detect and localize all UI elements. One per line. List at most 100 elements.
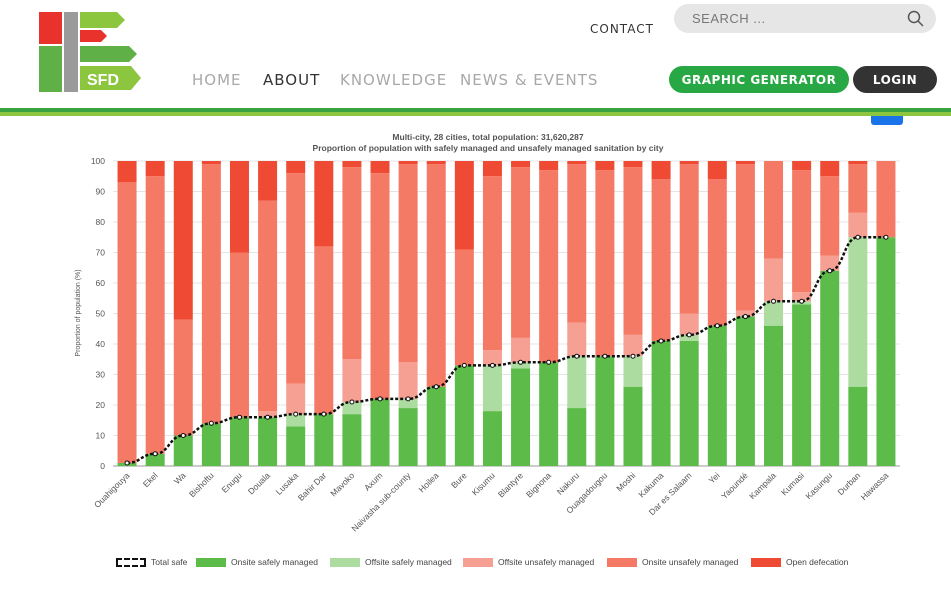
total-safe-point [433, 384, 439, 390]
bar-segment [145, 161, 165, 177]
contact-link[interactable]: CONTACT [590, 22, 654, 36]
bar-segment [735, 161, 755, 165]
bar-segment [342, 359, 362, 402]
x-tick-label: Kisumu [470, 470, 497, 497]
y-tick-label: 100 [91, 156, 105, 166]
bar-segment [117, 161, 137, 183]
bar-segment [595, 170, 615, 357]
login-button[interactable]: LOGIN [853, 66, 937, 93]
bar-segment [286, 161, 306, 174]
bar-segment [679, 334, 699, 341]
bar-segment [229, 417, 249, 466]
bar-segment [764, 301, 784, 326]
total-safe-point [546, 359, 552, 365]
menu-about[interactable]: ABOUT [263, 71, 321, 89]
bar-segment [679, 313, 699, 335]
header-divider [0, 108, 951, 116]
bar-segment [342, 161, 362, 168]
total-safe-point [461, 362, 467, 368]
chart-title: Multi-city, 28 cities, total population:… [392, 132, 584, 142]
bar-segment [539, 170, 559, 363]
sfd-logo[interactable]: SFD [39, 12, 143, 92]
bar-segment [595, 356, 615, 466]
bar-segment [567, 356, 587, 409]
bar-segment [792, 161, 812, 171]
y-tick-label: 0 [100, 461, 105, 471]
bar-segment [258, 200, 278, 412]
y-tick-label: 50 [96, 309, 106, 319]
total-safe-point [377, 396, 383, 402]
menu-home[interactable]: HOME [192, 71, 242, 89]
bar-segment [792, 292, 812, 302]
bar-segment [679, 340, 699, 466]
x-tick-label: Ouahigouya [92, 470, 132, 510]
bar-segment [482, 176, 502, 351]
bar-segment [314, 414, 334, 466]
legend-label-open-defecation: Open defecation [786, 557, 849, 567]
total-safe-point [265, 414, 271, 420]
bar-segment [623, 167, 643, 335]
bar-segment [623, 356, 643, 387]
graphic-generator-button[interactable]: GRAPHIC GENERATOR [669, 66, 849, 93]
x-tick-label: Lusaka [274, 470, 301, 497]
bar-segment [454, 249, 474, 366]
total-safe-point [405, 396, 411, 402]
bar-segment [370, 161, 390, 174]
y-tick-label: 40 [96, 339, 106, 349]
y-tick-label: 10 [96, 431, 106, 441]
x-tick-label: Ekel [141, 470, 160, 489]
total-safe-point [208, 420, 214, 426]
total-safe-point [771, 298, 777, 304]
logo-arrow-green [80, 46, 137, 62]
legend-swatch-onsite-safe [196, 558, 226, 567]
total-safe-point [152, 451, 158, 457]
bar-segment [764, 325, 784, 466]
y-tick-label: 80 [96, 217, 106, 227]
bar-segment [735, 316, 755, 466]
bar-segment [511, 167, 531, 338]
bar-segment [286, 426, 306, 466]
x-tick-label: Hawassa [859, 470, 891, 502]
logo-arrow-bottom [80, 66, 141, 90]
x-tick-label: Yaoundé [719, 470, 750, 501]
x-tick-label: Mavoko [328, 470, 356, 498]
bar-segment [145, 176, 165, 454]
bar-segment [370, 173, 390, 399]
bar-segment [848, 237, 868, 387]
x-tick-label: Nakuru [555, 470, 582, 497]
search-icon[interactable] [907, 10, 924, 27]
search-input[interactable] [692, 9, 892, 28]
legend-swatch-total-safe [116, 558, 146, 567]
y-tick-label: 60 [96, 278, 106, 288]
bar-segment [651, 179, 671, 341]
bar-segment [735, 310, 755, 317]
x-tick-label: Durban [835, 470, 862, 497]
bar-segment [567, 161, 587, 165]
total-safe-point [236, 414, 242, 420]
legend-label-offsite-unsafe: Offsite unsafely managed [498, 557, 595, 567]
bar-segment [679, 161, 699, 165]
bar-segment [454, 365, 474, 466]
legend-label-total-safe: Total safe [151, 557, 188, 567]
bar-segment [398, 161, 418, 165]
total-safe-point [658, 338, 664, 344]
bar-segment [876, 237, 896, 466]
menu-news-events[interactable]: NEWS & EVENTS [460, 71, 599, 89]
bar-segment [567, 164, 587, 323]
bar-segment [426, 164, 446, 387]
blue-tab[interactable] [871, 116, 903, 125]
menu-knowledge[interactable]: KNOWLEDGE [340, 71, 448, 89]
bar-segment [539, 362, 559, 466]
bar-segment [848, 164, 868, 213]
logo-text: SFD [87, 72, 119, 89]
bar-segment [651, 340, 671, 466]
total-safe-point [742, 314, 748, 320]
logo-red-block [39, 12, 62, 44]
bar-segment [258, 161, 278, 201]
logo-grey-block [64, 12, 78, 92]
bar-segment [820, 255, 840, 271]
bar-segment [482, 161, 502, 177]
legend-swatch-onsite-unsafe [607, 558, 637, 567]
bar-segment [229, 252, 249, 418]
total-safe-point [321, 411, 327, 417]
